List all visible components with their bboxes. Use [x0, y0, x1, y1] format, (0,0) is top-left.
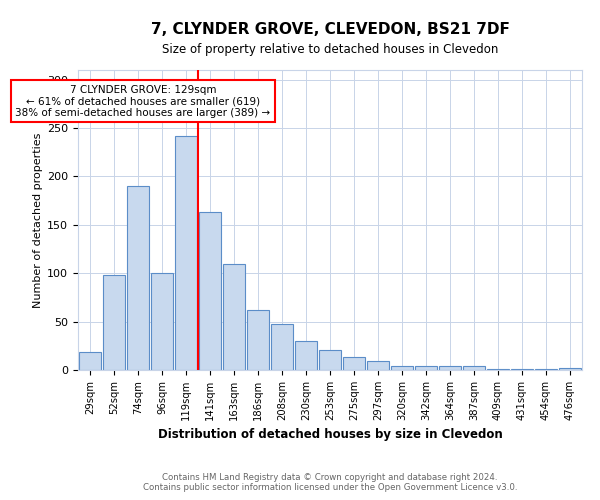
- Bar: [487, 369, 509, 370]
- Text: Contains HM Land Registry data © Crown copyright and database right 2024.
Contai: Contains HM Land Registry data © Crown c…: [143, 473, 517, 492]
- Bar: [199, 212, 221, 370]
- Bar: [271, 324, 293, 370]
- Bar: [559, 368, 581, 370]
- Bar: [103, 275, 125, 370]
- Bar: [223, 264, 245, 370]
- Bar: [295, 341, 317, 370]
- Bar: [439, 366, 461, 370]
- Bar: [247, 310, 269, 370]
- Text: 7, CLYNDER GROVE, CLEVEDON, BS21 7DF: 7, CLYNDER GROVE, CLEVEDON, BS21 7DF: [151, 22, 509, 38]
- Bar: [511, 369, 533, 370]
- Bar: [151, 273, 173, 370]
- X-axis label: Distribution of detached houses by size in Clevedon: Distribution of detached houses by size …: [158, 428, 502, 442]
- Bar: [79, 352, 101, 370]
- Bar: [319, 350, 341, 370]
- Bar: [391, 366, 413, 370]
- Bar: [175, 136, 197, 370]
- Bar: [343, 358, 365, 370]
- Bar: [127, 186, 149, 370]
- Y-axis label: Number of detached properties: Number of detached properties: [33, 132, 43, 308]
- Bar: [367, 362, 389, 370]
- Bar: [415, 366, 437, 370]
- Bar: [463, 366, 485, 370]
- Text: Size of property relative to detached houses in Clevedon: Size of property relative to detached ho…: [162, 42, 498, 56]
- Bar: [535, 369, 557, 370]
- Text: 7 CLYNDER GROVE: 129sqm
← 61% of detached houses are smaller (619)
38% of semi-d: 7 CLYNDER GROVE: 129sqm ← 61% of detache…: [15, 84, 271, 117]
